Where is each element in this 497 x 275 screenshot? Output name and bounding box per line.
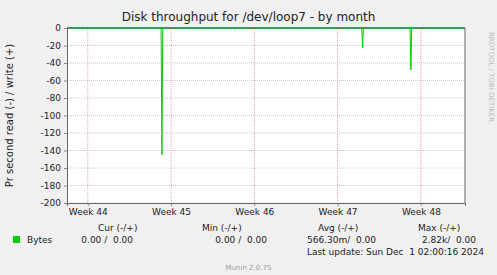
grid — [67, 28, 465, 203]
x-tick-mark — [338, 203, 339, 206]
y-tick-mark — [64, 81, 67, 82]
grid-line — [420, 28, 421, 203]
x-tick-mark — [88, 203, 89, 206]
plot-area — [67, 28, 465, 203]
grid-line — [67, 115, 465, 116]
y-tick-label: -20 — [46, 41, 61, 51]
grid-line — [67, 63, 465, 64]
watermark: RRDTOOL / TOBI OETIKER — [487, 32, 495, 122]
y-tick-label: -40 — [46, 58, 61, 68]
stats-value: 0.00 / 0.00 — [81, 235, 133, 245]
chart: 0 -20 -40 -60 -80 -100 -120 -140 -160 -180 -200 Wee… — [0, 0, 497, 275]
stats-header: Cur (-/+) — [98, 223, 137, 233]
y-tick: -120 — [41, 128, 67, 138]
x-tick-label: Week 44 — [69, 207, 108, 217]
y-tick: -80 — [46, 93, 67, 103]
grid-line — [67, 150, 465, 151]
y-tick-mark — [64, 203, 67, 204]
x-tick-label: Week 48 — [402, 207, 441, 217]
y-tick-label: -140 — [41, 146, 62, 156]
stats-header: Min (-/+) — [202, 223, 242, 233]
y-axis-line — [64, 29, 68, 204]
x-tick: Week 47 — [319, 203, 358, 217]
y-tick: -40 — [46, 58, 67, 68]
y-tick: -180 — [41, 181, 67, 191]
stats-value: 566.30m/ 0.00 — [307, 235, 376, 245]
x-tick-label: Week 45 — [152, 207, 191, 217]
y-tick-mark — [64, 98, 67, 99]
stats-header: Avg (-/+) — [318, 223, 358, 233]
grid-line — [254, 28, 255, 203]
y-tick: -100 — [41, 111, 67, 121]
grid-line — [67, 98, 465, 99]
credit: Munin 2.0.75 — [226, 264, 272, 272]
grid-line — [171, 28, 172, 203]
y-tick-label: -200 — [41, 198, 62, 208]
frame — [465, 28, 466, 203]
x-axis: Week 44 Week 45 Week 46 Week 47 Week 48 — [68, 203, 466, 217]
y-tick-label: -160 — [41, 163, 62, 173]
grid-line — [67, 80, 465, 81]
stats-value: 2.82k/ 0.00 — [422, 235, 476, 245]
y-tick-label: -100 — [41, 111, 62, 121]
y-tick-label: -80 — [46, 93, 61, 103]
y-tick: -140 — [41, 146, 67, 156]
stats-header: Max (-/+) — [418, 223, 460, 233]
y-tick: -20 — [46, 41, 67, 51]
stats-value: 0.00 / 0.00 — [215, 235, 267, 245]
footer: Last update: Sun Dec 1 02:00:16 2024 — [307, 247, 484, 257]
x-tick-mark — [421, 203, 422, 206]
y-tick: 0 — [55, 23, 67, 33]
x-tick-label: Week 47 — [319, 207, 358, 217]
marks — [67, 28, 465, 155]
x-tick-mark — [254, 203, 255, 206]
y-tick-mark — [64, 151, 67, 152]
y-tick: -60 — [46, 76, 67, 86]
y-tick-label: -180 — [41, 181, 62, 191]
y-tick-mark — [64, 116, 67, 117]
grid-line — [337, 28, 338, 203]
y-tick-mark — [64, 46, 67, 47]
grid-line — [87, 28, 88, 203]
y-tick: -160 — [41, 163, 67, 173]
x-axis-line — [68, 204, 466, 207]
y-tick-label: -60 — [46, 76, 61, 86]
grid-line — [67, 168, 465, 169]
series-line — [67, 28, 465, 155]
y-axis-title: Pr second read (-) / write (+) — [4, 44, 15, 187]
title: Disk throughput for /dev/loop7 - by mont… — [122, 10, 376, 24]
grid-line — [67, 185, 465, 186]
y-tick-label: 0 — [55, 23, 61, 33]
y-tick-mark — [64, 168, 67, 169]
y-tick-mark — [64, 133, 67, 134]
x-tick-label: Week 46 — [235, 207, 274, 217]
y-axis: 0 -20 -40 -60 -80 -100 -120 -140 -160 -180 -200 — [41, 23, 68, 208]
x-tick: Week 44 — [69, 203, 108, 217]
x-tick: Week 46 — [235, 203, 274, 217]
background — [0, 0, 497, 275]
legend-swatch — [13, 236, 20, 243]
y-tick: -200 — [41, 198, 67, 208]
x-tick-mark — [171, 203, 172, 206]
y-tick-label: -120 — [41, 128, 62, 138]
legend-label: Bytes — [27, 235, 53, 245]
x-tick: Week 48 — [402, 203, 441, 217]
grid-line — [67, 45, 465, 46]
x-tick: Week 45 — [152, 203, 191, 217]
y-tick-mark — [64, 186, 67, 187]
y-tick-mark — [64, 28, 67, 29]
y-tick-mark — [64, 63, 67, 64]
grid-line — [67, 133, 465, 134]
